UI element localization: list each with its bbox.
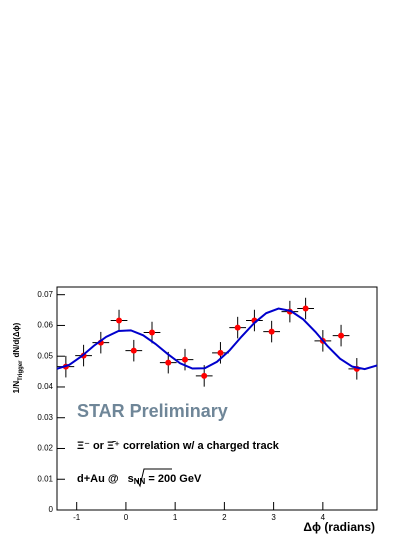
annotation-suffix: = 200 GeV	[148, 473, 202, 485]
y-label-sub: Trigger	[18, 360, 24, 381]
data-point	[217, 349, 224, 356]
annotation: d+Au @ sNN = 200 GeV	[77, 473, 202, 488]
data-point	[268, 328, 275, 335]
annotation-prefix: d+Au @	[77, 473, 119, 485]
x-tick-label: 0	[124, 513, 129, 522]
fit-curve	[56, 307, 378, 371]
x-tick-label: 4	[321, 513, 326, 522]
x-tick-label: 1	[173, 513, 178, 522]
annotation: Ξ⁻ or Ξ̄⁺ correlation w/ a charged track	[77, 440, 280, 452]
y-label-main: 1/N	[12, 381, 21, 394]
data-point	[149, 329, 156, 336]
y-tick-label: 0.03	[37, 413, 53, 422]
y-tick-label: 0.04	[37, 382, 53, 391]
y-tick-label: 0.07	[37, 290, 53, 299]
data-point	[165, 359, 172, 366]
data-point	[201, 372, 208, 379]
data-point	[302, 305, 309, 312]
data-point	[182, 356, 188, 363]
y-tick-label: 0.06	[37, 321, 53, 330]
y-label-rest: dN/d(Δϕ)	[12, 322, 21, 357]
y-tick-label: 0.05	[37, 351, 53, 360]
data-point	[130, 347, 137, 354]
x-tick-label: -1	[73, 513, 81, 522]
annotation-s: s	[128, 473, 134, 485]
y-tick-label: 0.01	[37, 474, 53, 483]
y-axis-label: 1/NTrigger dN/d(Δϕ)	[12, 322, 23, 393]
watermark: STAR Preliminary	[77, 401, 228, 421]
y-tick-label: 0	[49, 505, 54, 514]
x-tick-label: 3	[271, 513, 276, 522]
y-tick-label: 0.02	[37, 444, 53, 453]
x-axis-label: Δϕ (radians)	[303, 520, 375, 534]
data-point	[338, 332, 345, 339]
x-tick-label: 2	[222, 513, 227, 522]
plot-frame	[56, 286, 378, 511]
data-point	[116, 317, 123, 324]
data-point	[234, 324, 241, 331]
annotation-sub: NN	[134, 477, 146, 486]
sqrt-sign	[136, 468, 172, 488]
